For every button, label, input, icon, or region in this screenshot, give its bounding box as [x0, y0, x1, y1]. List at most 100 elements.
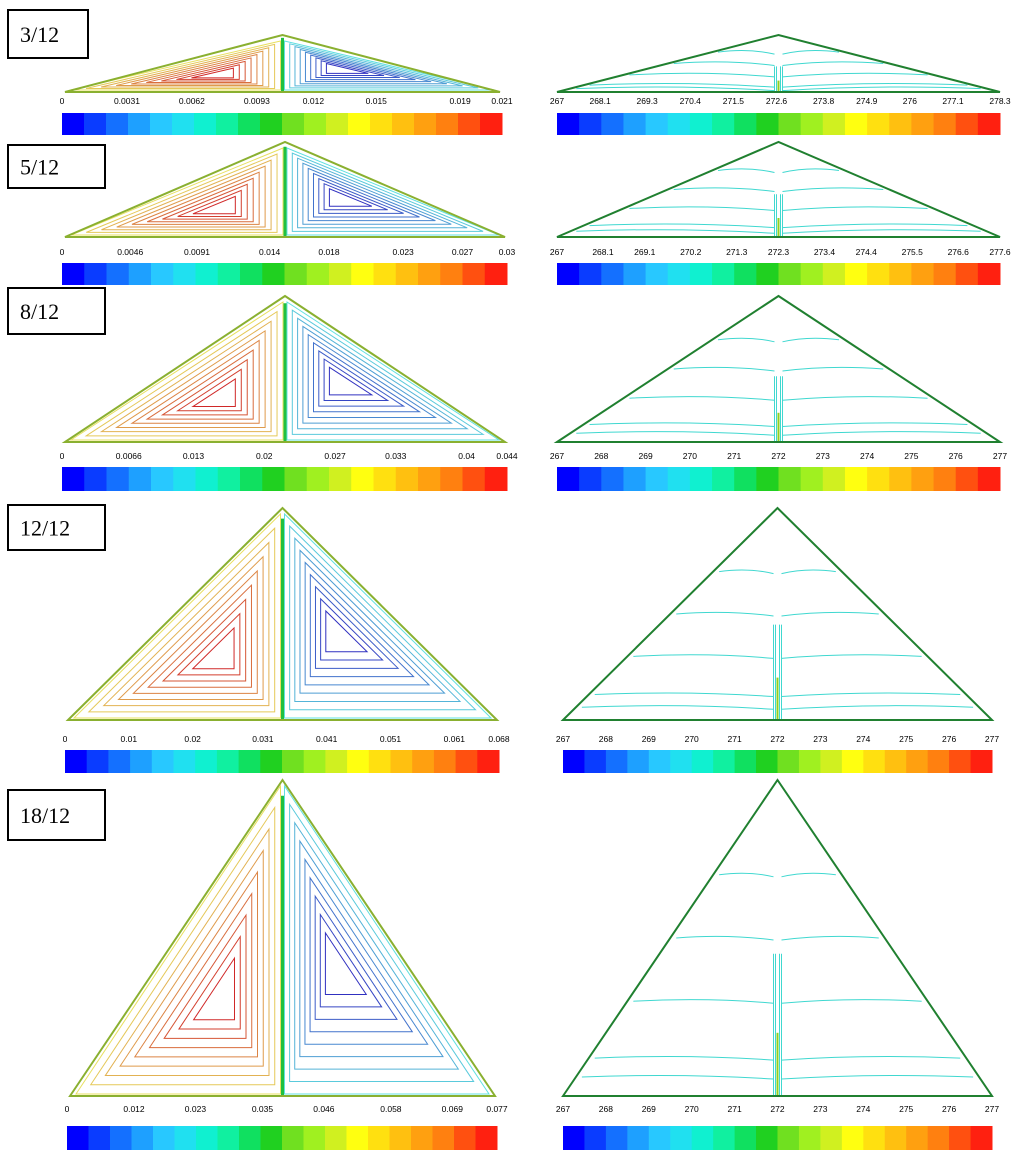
streamline [133, 870, 258, 1058]
colorbar-tick-label: 0.044 [496, 451, 518, 461]
colorbar-cell [325, 750, 348, 773]
colorbar-tick-label: 0.0046 [117, 247, 143, 257]
colorbar-tick-label: 274 [856, 734, 870, 744]
colorbar-cell [734, 1126, 757, 1150]
colorbar-cell [440, 263, 463, 285]
colorbar-cell [623, 113, 647, 135]
colorbar-cell [756, 467, 779, 491]
streamline [148, 891, 253, 1049]
colorbar-cell [933, 263, 957, 285]
isotherm [676, 935, 879, 941]
streamline [323, 182, 388, 211]
colorbar-cell [106, 113, 129, 135]
colorbar-cell [62, 263, 85, 285]
colorbar-cell [262, 263, 285, 285]
streamline [291, 309, 485, 435]
colorbar-cell [645, 263, 669, 285]
colorbar-tick-label: 0.051 [380, 734, 402, 744]
colorbar-tick-label: 0 [60, 247, 65, 257]
colorbar-cell [370, 113, 393, 135]
colorbar-tick-label: 268.1 [589, 96, 611, 106]
colorbar-cell [822, 467, 846, 491]
isotherm [633, 999, 922, 1004]
streamline [191, 378, 236, 408]
streamline [85, 43, 276, 89]
streamline [70, 147, 284, 236]
colorbar-cell [326, 113, 349, 135]
colorbar-cell [605, 750, 628, 773]
colorbar-cell [458, 113, 481, 135]
streamline [307, 333, 438, 418]
isotherm [673, 366, 884, 372]
streamline [192, 195, 236, 215]
colorbar-tick-label: 0.03 [499, 247, 516, 257]
colorbar-cell [756, 263, 779, 285]
isotherm [629, 206, 928, 211]
colorbar-tick-label: 269 [642, 734, 656, 744]
colorbar-tick-label: 0.077 [486, 1104, 508, 1114]
colorbar-cell [889, 263, 912, 285]
colorbar-tick-label: 0.015 [366, 96, 388, 106]
streamline [117, 555, 264, 701]
colorbar-cell [88, 1126, 111, 1150]
colorbar-cell [62, 113, 85, 135]
colorbar-cell [863, 750, 886, 773]
colorbar-cell [712, 113, 735, 135]
streamline [115, 329, 266, 428]
colorbar-cell [368, 1126, 390, 1150]
streamline [191, 626, 235, 670]
colorbar-cell [282, 113, 305, 135]
colorbar-cell [238, 750, 261, 773]
colorbar-cell [348, 113, 371, 135]
colorbar-cell [844, 467, 868, 491]
panel-label: 18/12 [20, 803, 70, 828]
colorbar-tick-label: 275 [904, 451, 918, 461]
colorbar-cell [712, 467, 735, 491]
colorbar-cell [884, 750, 907, 773]
colorbar-tick-label: 0.058 [380, 1104, 402, 1114]
isotherm [633, 654, 922, 659]
colorbar-tick-label: 0 [60, 451, 65, 461]
colorbar-tick-label: 272 [771, 451, 785, 461]
streamline [289, 43, 479, 89]
colorbar-cell [329, 467, 352, 491]
colorbar-cell [390, 750, 413, 773]
isotherm [581, 705, 974, 710]
colorbar-tick-label: 267 [556, 1104, 570, 1114]
colorbar-cell [777, 750, 800, 773]
colorbar-tick-label: 270 [685, 734, 699, 744]
colorbar-cell [304, 113, 327, 135]
colorbar-cell [563, 750, 585, 773]
colorbar-cell [306, 467, 330, 491]
label-box [7, 789, 106, 841]
colorbar-tick-label: 277 [985, 734, 999, 744]
streamline [104, 827, 270, 1076]
colorbar-cell [601, 263, 624, 285]
colorbar-tick-label: 0.046 [313, 1104, 335, 1114]
colorbar-cell [325, 1126, 347, 1150]
colorbar-cell [601, 113, 624, 135]
colorbar-cell [579, 113, 602, 135]
isotherm [673, 187, 884, 192]
streamline [302, 162, 452, 225]
colorbar-cell [195, 467, 219, 491]
colorbar-cell [734, 113, 757, 135]
isotherm [589, 422, 968, 427]
colorbar-cell [262, 467, 285, 491]
colorbar-tick-label: 271.5 [723, 96, 745, 106]
colorbar-tick-label: 0.0091 [184, 247, 210, 257]
colorbar-tick-label: 271 [727, 451, 741, 461]
colorbar-cell [128, 467, 152, 491]
colorbar-cell [329, 263, 352, 285]
colorbar-tick-label: 269 [639, 451, 653, 461]
colorbar-tick-label: 268.1 [592, 247, 614, 257]
domain-outline [68, 778, 497, 1097]
streamline [132, 569, 258, 694]
colorbar-cell [84, 467, 107, 491]
streamline [89, 805, 276, 1086]
colorbar-cell [800, 467, 824, 491]
colorbar-tick-label: 277.1 [942, 96, 964, 106]
colorbar-cell [691, 750, 714, 773]
colorbar-cell [734, 263, 757, 285]
isotherm [719, 569, 836, 575]
